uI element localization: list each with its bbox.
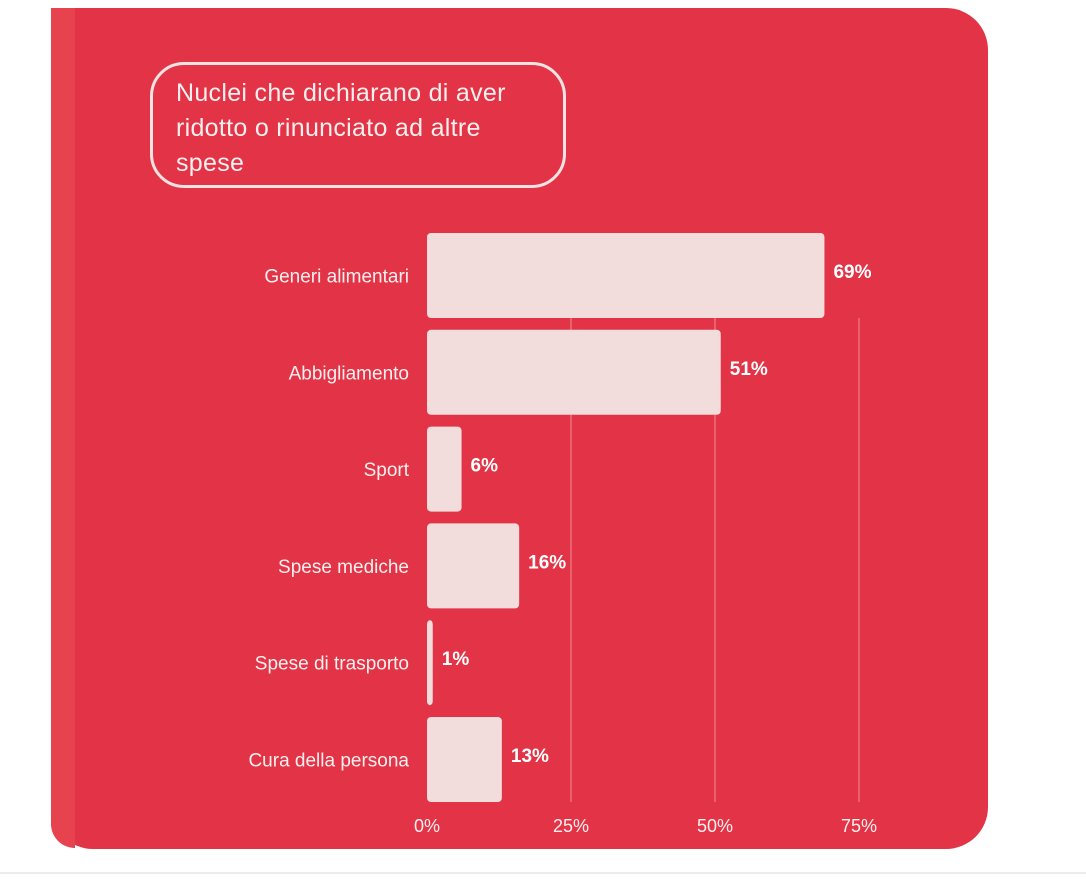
data-label: 13% [511, 746, 549, 767]
data-label: 51% [730, 359, 768, 380]
data-label: 16% [528, 552, 566, 573]
bar [427, 717, 502, 802]
chart-title: Nuclei che dichiarano di aver ridotto o … [176, 79, 506, 177]
x-tick-label: 50% [697, 816, 733, 836]
page-divider [0, 872, 1086, 874]
category-label: Spese mediche [278, 557, 409, 578]
category-label: Generi alimentari [264, 267, 409, 288]
category-label: Abbigliamento [289, 363, 409, 384]
x-tick-label: 0% [414, 816, 440, 836]
data-label: 6% [471, 456, 499, 477]
bar [427, 620, 433, 706]
chart-title-frame [150, 62, 566, 188]
labels: 0% 25% 50% 75% Generi alimentari 69% Abbigliam… [248, 262, 877, 836]
x-tick-label: 75% [841, 816, 877, 836]
bar [427, 233, 825, 318]
category-label: Sport [364, 460, 410, 481]
bar [427, 426, 462, 512]
bars [427, 233, 825, 802]
chart-card-edge [51, 8, 75, 848]
category-label: Spese di trasporto [255, 654, 409, 675]
bar [427, 329, 721, 415]
data-label: 69% [833, 262, 871, 283]
chart-card [51, 8, 988, 849]
x-tick-label: 25% [553, 816, 589, 836]
category-label: Cura della persona [248, 751, 409, 772]
data-label: 1% [442, 649, 470, 670]
bar [427, 523, 520, 609]
